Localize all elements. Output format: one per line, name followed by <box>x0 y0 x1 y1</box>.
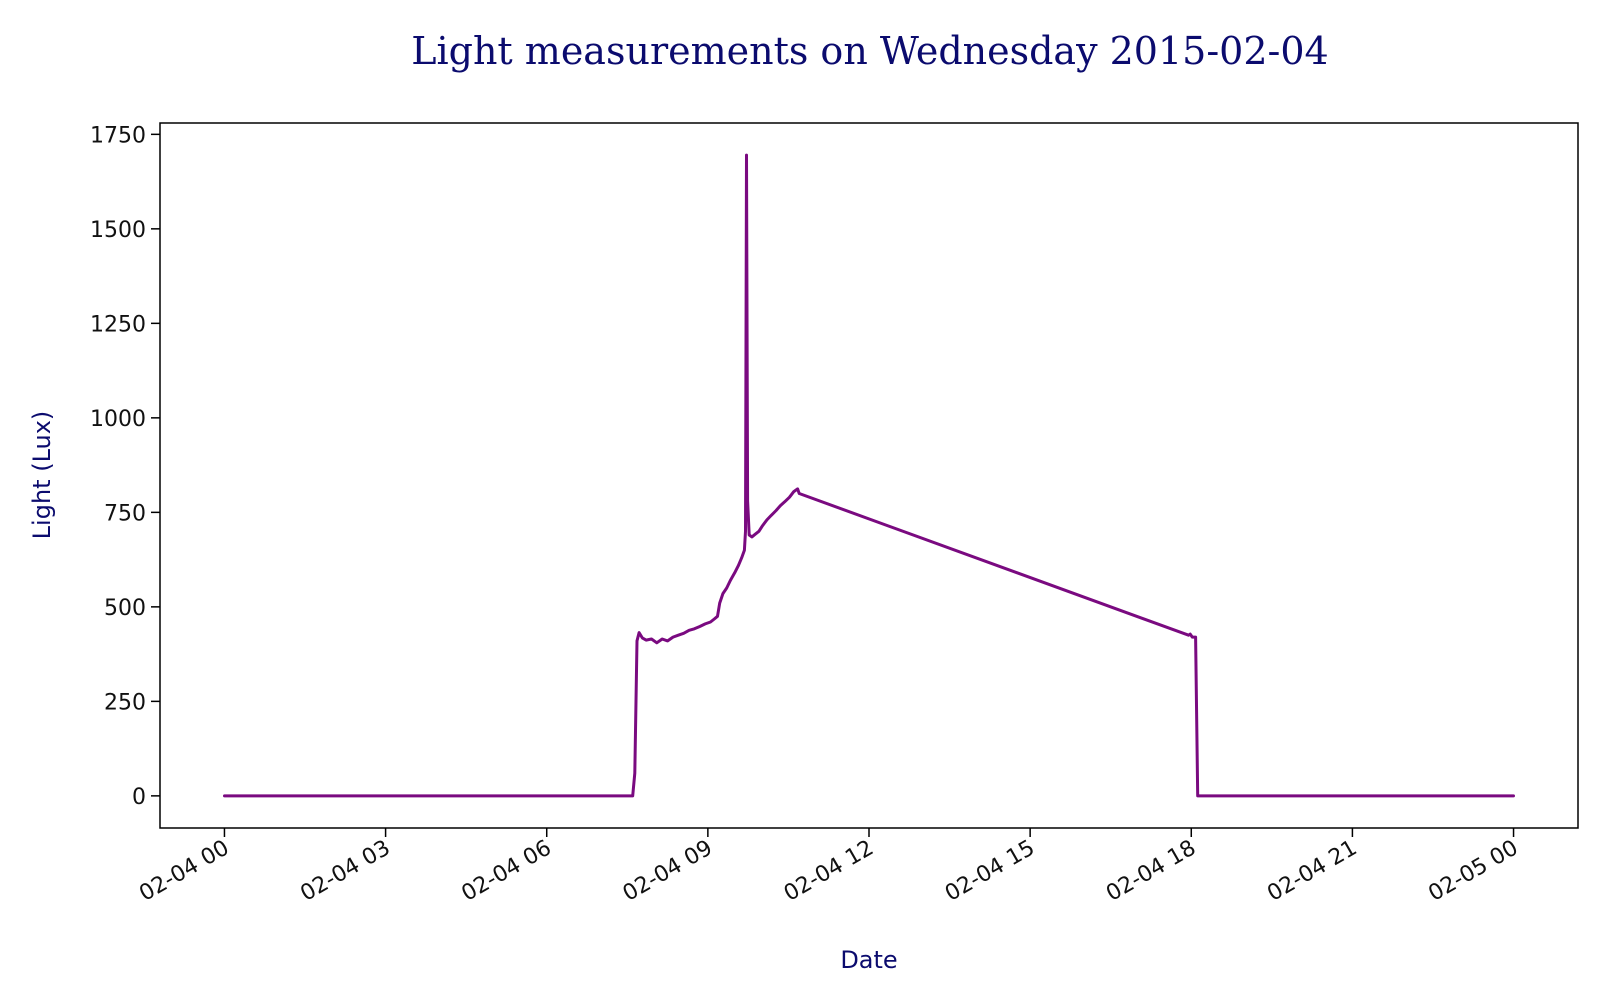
y-tick-label-1: 250 <box>104 690 146 715</box>
x-axis: 02-04 00 02-04 03 02-04 06 02-04 09 02-04 12… <box>135 828 1523 907</box>
y-axis-label: Light (Lux) <box>28 411 56 540</box>
y-tick-label-4: 1000 <box>90 407 146 432</box>
y-axis: 0 250 500 750 1000 1250 1500 1750 <box>90 123 160 810</box>
x-tick-label-7: 02-04 21 <box>1263 836 1361 907</box>
x-tick-label-4: 02-04 12 <box>780 836 878 907</box>
x-tick-label-8: 02-05 00 <box>1424 836 1522 907</box>
y-tick-label-0: 0 <box>132 785 146 810</box>
x-tick-label-1: 02-04 03 <box>296 836 394 907</box>
y-tick-label-5: 1250 <box>90 312 146 337</box>
x-tick-label-0: 02-04 00 <box>135 836 233 907</box>
x-axis-label: Date <box>840 946 897 974</box>
series-line <box>223 153 1515 798</box>
y-tick-label-7: 1750 <box>90 123 146 148</box>
x-tick-label-2: 02-04 06 <box>458 836 556 907</box>
chart-title: Light measurements on Wednesday 2015-02-… <box>411 29 1328 73</box>
y-tick-label-6: 1500 <box>90 218 146 243</box>
y-tick-label-2: 500 <box>104 596 146 621</box>
plot-frame <box>159 122 1579 829</box>
x-tick-label-5: 02-04 15 <box>941 836 1039 907</box>
y-tick-label-3: 750 <box>104 501 146 526</box>
x-tick-label-6: 02-04 18 <box>1102 836 1200 907</box>
x-tick-label-3: 02-04 09 <box>619 836 717 907</box>
